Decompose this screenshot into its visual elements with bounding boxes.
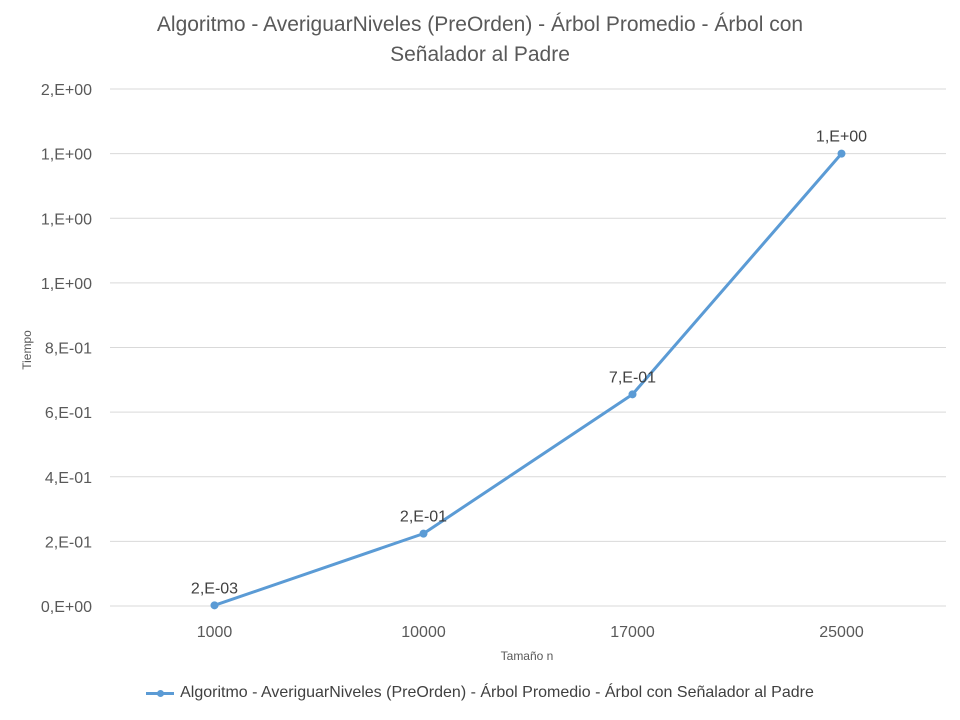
y-tick-labels: 0,E+00 2,E-01 4,E-01 6,E-01 8,E-01 1,E+00 1,E+…: [41, 82, 92, 616]
y-tick-label: 1,E+00: [41, 276, 92, 293]
y-tick-label: 1,E+00: [41, 211, 92, 228]
series-group: 2,E-03 2,E-01 7,E-01 1,E+00: [191, 129, 867, 610]
chart-title-line-1: Algoritmo - AveriguarNiveles (PreOrden) …: [156, 13, 804, 36]
legend-label: Algoritmo - AveriguarNiveles (PreOrden) …: [180, 684, 814, 701]
y-tick-label: 1,E+00: [41, 147, 92, 164]
data-label: 2,E-01: [400, 509, 447, 526]
y-tick-label: 4,E-01: [45, 470, 92, 487]
data-label: 2,E-03: [191, 580, 238, 597]
data-point: [210, 601, 219, 610]
data-point: [419, 529, 428, 538]
x-tick-label: 10000: [401, 624, 446, 641]
x-tick-labels: 1000 10000 17000 25000: [197, 624, 864, 641]
x-axis-label: Tamaño n: [501, 649, 554, 663]
series-line: [213, 152, 843, 607]
legend-marker: [146, 688, 175, 698]
y-tick-label: 0,E+00: [41, 599, 92, 616]
data-point: [837, 149, 846, 158]
x-tick-label: 25000: [819, 624, 864, 641]
y-tick-label: 2,E-01: [45, 534, 92, 551]
x-tick-label: 17000: [610, 624, 655, 641]
data-label: 1,E+00: [816, 129, 867, 146]
y-tick-label: 6,E-01: [45, 405, 92, 422]
chart-title: Algoritmo - AveriguarNiveles (PreOrden) …: [0, 10, 960, 70]
data-point: [628, 390, 637, 399]
legend: Algoritmo - AveriguarNiveles (PreOrden) …: [0, 684, 960, 702]
chart-title-line-2: Señalador al Padre: [390, 43, 570, 66]
y-tick-label: 8,E-01: [45, 341, 92, 358]
y-axis-label: Tiempo: [20, 330, 34, 370]
data-label: 7,E-01: [609, 369, 656, 386]
gridlines: [110, 88, 946, 607]
x-tick-label: 1000: [197, 624, 233, 641]
y-tick-label: 2,E+00: [41, 82, 92, 99]
